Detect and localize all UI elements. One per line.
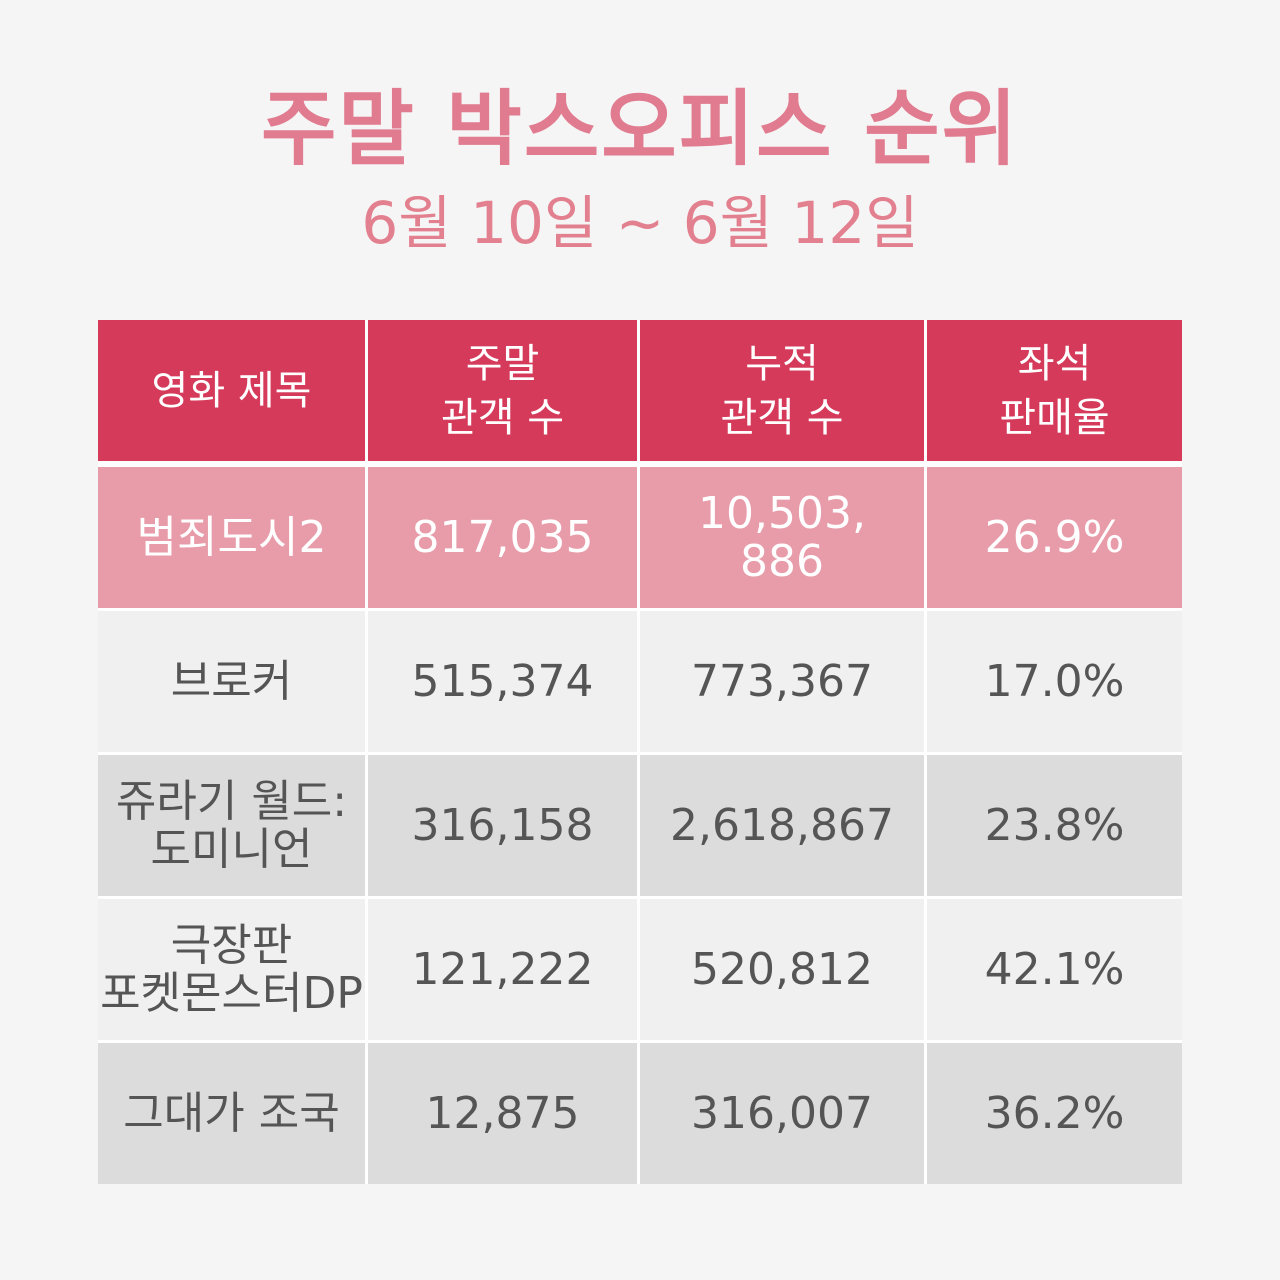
seat-rate-cell: 23.8% xyxy=(927,755,1182,899)
cumulative-audience-cell: 10,503, 886 xyxy=(640,467,927,611)
page-title: 주말 박스오피스 순위 xyxy=(260,82,1020,177)
movie-title-cell: 극장판 포켓몬스터DP xyxy=(98,899,368,1043)
header-label: 영화 제목 xyxy=(151,367,312,414)
weekend-audience-cell: 121,222 xyxy=(368,899,640,1043)
header-label: 좌석 xyxy=(1017,340,1092,387)
seat-rate-cell: 26.9% xyxy=(927,467,1182,611)
cumulative-audience-cell: 520,812 xyxy=(640,899,927,1043)
cumulative-audience: 520,812 xyxy=(691,943,873,995)
header-cumulative-audience: 누적 관객 수 xyxy=(640,320,927,467)
movie-title-cell: 쥬라기 월드: 도미니언 xyxy=(98,755,368,899)
date-range: 6월 10일 ~ 6월 12일 xyxy=(361,189,919,257)
seat-rate-cell: 42.1% xyxy=(927,899,1182,1043)
cumulative-audience: 886 xyxy=(740,535,824,587)
movie-title: 도미니언 xyxy=(150,823,313,875)
weekend-audience-cell: 12,875 xyxy=(368,1043,640,1184)
cumulative-audience: 773,367 xyxy=(691,655,873,707)
cumulative-audience: 2,618,867 xyxy=(670,799,894,851)
header-label: 누적 xyxy=(745,340,819,387)
box-office-table: 영화 제목 주말 관객 수 누적 관객 수 좌석 판매율 범죄도시2 817,0… xyxy=(98,320,1182,1184)
cumulative-audience-cell: 2,618,867 xyxy=(640,755,927,899)
movie-title: 범죄도시2 xyxy=(136,511,327,563)
table-row: 그대가 조국 12,875 316,007 36.2% xyxy=(98,1043,1182,1184)
table-row: 범죄도시2 817,035 10,503, 886 26.9% xyxy=(98,467,1182,611)
weekend-audience-cell: 515,374 xyxy=(368,611,640,755)
movie-title: 포켓몬스터DP xyxy=(100,967,363,1019)
movie-title: 쥬라기 월드: xyxy=(115,775,348,827)
cumulative-audience: 316,007 xyxy=(691,1087,873,1139)
cumulative-audience-cell: 773,367 xyxy=(640,611,927,755)
header-weekend-audience: 주말 관객 수 xyxy=(368,320,640,467)
table-row: 브로커 515,374 773,367 17.0% xyxy=(98,611,1182,755)
movie-title-cell: 브로커 xyxy=(98,611,368,755)
movie-title: 극장판 xyxy=(170,919,293,971)
cumulative-audience-cell: 316,007 xyxy=(640,1043,927,1184)
header-label: 주말 xyxy=(465,340,540,387)
table-row: 쥬라기 월드: 도미니언 316,158 2,618,867 23.8% xyxy=(98,755,1182,899)
movie-title: 브로커 xyxy=(170,655,293,707)
seat-rate-cell: 36.2% xyxy=(927,1043,1182,1184)
movie-title: 그대가 조국 xyxy=(123,1087,340,1139)
header-label: 관객 수 xyxy=(440,394,565,441)
table-row: 극장판 포켓몬스터DP 121,222 520,812 42.1% xyxy=(98,899,1182,1043)
movie-title-cell: 범죄도시2 xyxy=(98,467,368,611)
weekend-audience-cell: 817,035 xyxy=(368,467,640,611)
seat-rate-cell: 17.0% xyxy=(927,611,1182,755)
table-header-row: 영화 제목 주말 관객 수 누적 관객 수 좌석 판매율 xyxy=(98,320,1182,467)
header-seat-sales-rate: 좌석 판매율 xyxy=(927,320,1182,467)
header-label: 판매율 xyxy=(999,394,1110,441)
movie-title-cell: 그대가 조국 xyxy=(98,1043,368,1184)
header-movie-title: 영화 제목 xyxy=(98,320,368,467)
header-label: 관객 수 xyxy=(720,394,844,441)
cumulative-audience: 10,503, xyxy=(698,487,866,539)
weekend-audience-cell: 316,158 xyxy=(368,755,640,899)
